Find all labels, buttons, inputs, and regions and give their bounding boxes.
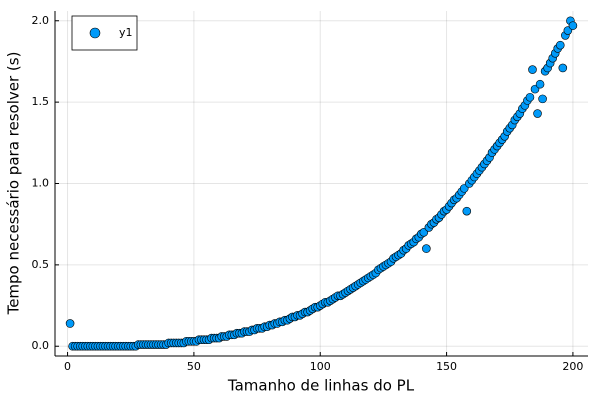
legend-label: y1 — [119, 26, 133, 39]
point — [528, 65, 537, 74]
y-tick-label: 0.0 — [32, 339, 50, 352]
y-axis-label: Tempo necessário para resolver (s) — [5, 52, 23, 316]
x-tick-label: 200 — [562, 360, 583, 373]
x-axis-label: Tamanho de linhas do PL — [227, 377, 415, 395]
y-tick-label: 2.0 — [32, 14, 50, 27]
point — [538, 94, 547, 104]
y-tick-label: 1.0 — [32, 177, 50, 190]
y-tick-label: 1.5 — [32, 95, 50, 108]
point — [568, 21, 578, 30]
point — [555, 40, 565, 50]
point — [535, 79, 545, 89]
point — [558, 63, 568, 73]
point — [533, 109, 542, 118]
point — [462, 206, 472, 216]
x-tick-label: 0 — [64, 360, 71, 373]
x-tick-label: 150 — [436, 360, 457, 373]
point — [65, 319, 75, 328]
legend-marker — [89, 27, 101, 39]
x-tick-label: 100 — [310, 360, 331, 373]
y-tick-label: 0.5 — [32, 258, 50, 271]
point — [525, 92, 535, 102]
point — [422, 244, 431, 253]
legend-box — [71, 15, 138, 51]
x-tick-label: 50 — [187, 360, 201, 373]
